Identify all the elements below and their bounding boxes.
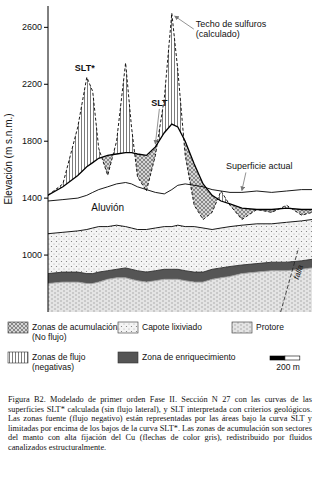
annotation-line: Techo de sulfuros bbox=[196, 19, 267, 29]
series-line bbox=[48, 268, 312, 284]
legend-label-line: Zonas de acumulación bbox=[32, 322, 118, 332]
protore-area bbox=[48, 268, 312, 312]
y-tick bbox=[44, 84, 48, 85]
y-tick bbox=[44, 198, 48, 199]
legend-label-line: (No flujo) bbox=[32, 332, 67, 342]
legend-label: Capote lixiviado bbox=[142, 322, 202, 332]
series-line bbox=[48, 183, 312, 202]
caption: Figura B2. Modelado de primer orden Fase… bbox=[8, 395, 312, 453]
acum-group bbox=[48, 6, 312, 220]
annotation-line: (calculado) bbox=[196, 29, 240, 39]
annotation: falla bbox=[292, 263, 305, 280]
legend-swatch bbox=[8, 352, 28, 363]
y-tick-label: 1400 bbox=[22, 193, 42, 203]
legend-label: Zonas de acumulación(No flujo) bbox=[32, 322, 118, 342]
series-line bbox=[48, 220, 312, 234]
series-label: SLT bbox=[151, 98, 168, 108]
y-axis-label: Elevación (m s.n.m.) bbox=[3, 113, 14, 204]
series-label: Superficie actual bbox=[226, 161, 293, 171]
legend-swatch bbox=[118, 322, 138, 333]
legend-swatch bbox=[232, 322, 252, 333]
series-line bbox=[48, 13, 312, 219]
legend-label: Zona de enriquecimiento bbox=[142, 352, 236, 362]
legend-swatch bbox=[8, 322, 28, 333]
legend-swatch bbox=[118, 352, 138, 363]
arrow bbox=[175, 16, 194, 29]
flujo-group bbox=[48, 13, 312, 312]
annotation: Techo de sulfuros(calculado) bbox=[196, 19, 267, 39]
scale-bar-label: 200 m bbox=[276, 362, 300, 372]
scale-bar bbox=[285, 356, 300, 360]
plot-area bbox=[48, 6, 312, 312]
chart: 1000 1400 1800 2200 2600 Elevación (m s.n.m.)… bbox=[0, 0, 320, 395]
layer-label: Aluvión bbox=[91, 202, 124, 213]
series-label: SLT* bbox=[75, 63, 95, 73]
y-tick-label: 1000 bbox=[22, 250, 42, 260]
page: 1000 1400 1800 2200 2600 Elevación (m s.n.m.)… bbox=[0, 0, 320, 480]
flujo-area bbox=[48, 13, 312, 312]
arrow bbox=[242, 172, 246, 190]
y-tick-label: 2600 bbox=[22, 22, 42, 32]
scale-bar bbox=[270, 356, 285, 360]
y-tick bbox=[44, 255, 48, 256]
y-tick-label: 1800 bbox=[22, 136, 42, 146]
legend-label-line: Zonas de flujo bbox=[32, 352, 86, 362]
y-tick bbox=[44, 141, 48, 142]
y-axis bbox=[48, 6, 49, 312]
y-tick bbox=[44, 27, 48, 28]
arrow bbox=[155, 109, 159, 144]
series-line bbox=[48, 259, 312, 273]
series-line bbox=[48, 124, 312, 209]
legend-label: Protore bbox=[256, 322, 284, 332]
legend-label-line: (negativas) bbox=[32, 362, 74, 372]
y-tick-label: 2200 bbox=[22, 79, 42, 89]
acum-area bbox=[48, 6, 312, 220]
legend-label: Zonas de flujo(negativas) bbox=[32, 352, 86, 372]
